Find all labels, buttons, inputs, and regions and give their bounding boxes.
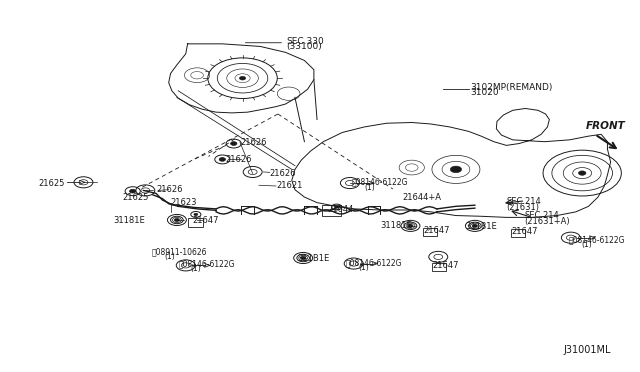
Text: 21626: 21626: [156, 185, 182, 194]
Text: Ⓑ08146-6122G: Ⓑ08146-6122G: [568, 235, 625, 244]
Text: 21625: 21625: [38, 179, 65, 187]
Circle shape: [239, 76, 246, 80]
Text: 21623: 21623: [171, 198, 197, 207]
Circle shape: [472, 224, 477, 227]
Circle shape: [335, 206, 339, 208]
Text: 21647: 21647: [192, 216, 218, 225]
Text: Ⓑ08146-6122G: Ⓑ08146-6122G: [178, 259, 235, 268]
Text: 311B1E: 311B1E: [297, 254, 329, 263]
Text: (21631+A): (21631+A): [524, 217, 570, 225]
Text: 21647: 21647: [423, 226, 450, 235]
Text: Ⓑ08146-6122G: Ⓑ08146-6122G: [352, 178, 408, 187]
FancyBboxPatch shape: [188, 218, 204, 227]
FancyBboxPatch shape: [432, 263, 446, 271]
Text: 31181E: 31181E: [114, 216, 145, 225]
Circle shape: [194, 213, 198, 215]
Text: 21626: 21626: [240, 138, 266, 147]
Text: 3102MP(REMAND): 3102MP(REMAND): [470, 83, 552, 92]
Circle shape: [579, 171, 586, 175]
Text: (1): (1): [364, 183, 375, 192]
Text: 31181E: 31181E: [465, 222, 497, 231]
FancyBboxPatch shape: [322, 205, 341, 216]
Text: 21647: 21647: [432, 260, 458, 269]
Text: (21631): (21631): [506, 202, 540, 212]
Text: 21621: 21621: [276, 182, 302, 190]
Text: 21625: 21625: [123, 193, 149, 202]
Text: J31001ML: J31001ML: [563, 345, 611, 355]
Text: ⓝ08911-10626: ⓝ08911-10626: [152, 247, 207, 256]
Text: Ⓑ08146-6122G: Ⓑ08146-6122G: [346, 258, 402, 267]
Text: FRONT: FRONT: [586, 121, 625, 131]
Text: (1): (1): [581, 240, 592, 249]
Text: (1): (1): [358, 263, 369, 272]
Circle shape: [408, 224, 413, 227]
FancyBboxPatch shape: [423, 228, 437, 236]
Text: (1): (1): [191, 264, 202, 273]
Circle shape: [219, 158, 225, 161]
Text: SEC.214: SEC.214: [524, 211, 559, 220]
Circle shape: [129, 189, 136, 193]
Text: 21644+A: 21644+A: [403, 193, 441, 202]
Circle shape: [451, 166, 461, 173]
Circle shape: [301, 257, 306, 260]
Text: 31181E: 31181E: [380, 221, 412, 230]
Text: 21644: 21644: [327, 205, 353, 215]
Text: SEC.214: SEC.214: [506, 197, 541, 206]
Circle shape: [174, 218, 179, 221]
Text: SEC.330: SEC.330: [287, 37, 324, 46]
Text: 21626: 21626: [269, 169, 296, 177]
Text: (1): (1): [164, 252, 175, 262]
FancyBboxPatch shape: [511, 229, 525, 237]
Text: 21626: 21626: [225, 155, 252, 164]
Text: 21647: 21647: [511, 227, 538, 235]
Text: (33100): (33100): [287, 42, 323, 51]
Text: 31020: 31020: [470, 88, 499, 97]
Circle shape: [230, 142, 237, 145]
